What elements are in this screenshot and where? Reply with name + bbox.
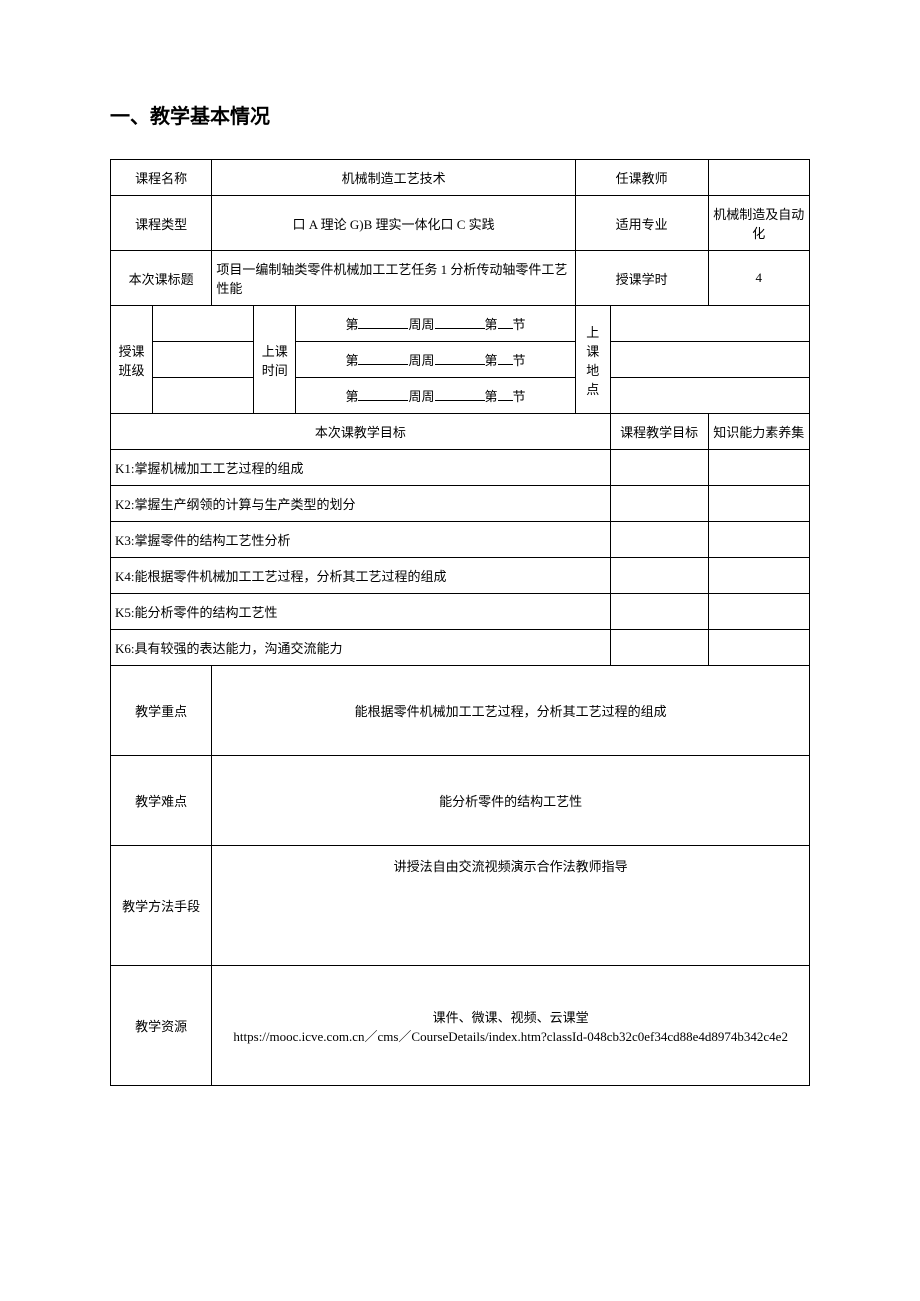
- row-schedule-1: 授课班级 上课时间 第周周第节 上课地点: [111, 306, 810, 342]
- label-key-point: 教学重点: [111, 666, 212, 756]
- label-objectives: 本次课教学目标: [111, 414, 611, 450]
- class-group-3: [152, 378, 253, 414]
- objective-6: K6:具有较强的表达能力，沟通交流能力: [111, 630, 611, 666]
- value-course-name: 机械制造工艺技术: [212, 160, 575, 196]
- objective-3: K3:掌握零件的结构工艺性分析: [111, 522, 611, 558]
- label-major: 适用专业: [575, 196, 708, 251]
- row-obj-6: K6:具有较强的表达能力，沟通交流能力: [111, 630, 810, 666]
- obj5-col2: [708, 594, 809, 630]
- schedule-3: 第周周第节: [296, 378, 576, 414]
- value-major: 机械制造及自动化: [708, 196, 809, 251]
- sched-mid1: 周周: [408, 317, 434, 332]
- label-course-type: 课程类型: [111, 196, 212, 251]
- label-difficult-point: 教学难点: [111, 756, 212, 846]
- sched-mid2: 第: [485, 353, 498, 368]
- label-topic: 本次课标题: [111, 251, 212, 306]
- label-class-time: 上课时间: [254, 306, 296, 414]
- row-schedule-3: 第周周第节: [111, 378, 810, 414]
- sched-mid1: 周周: [408, 389, 434, 404]
- value-methods: 讲授法自由交流视频演示合作法教师指导: [212, 846, 810, 966]
- value-instructor: [708, 160, 809, 196]
- location-2: [610, 342, 809, 378]
- schedule-1: 第周周第节: [296, 306, 576, 342]
- obj6-col1: [610, 630, 708, 666]
- obj5-col1: [610, 594, 708, 630]
- row-course-type: 课程类型 口 A 理论 G)B 理实一体化口 C 实践 适用专业 机械制造及自动…: [111, 196, 810, 251]
- row-difficult-point: 教学难点 能分析零件的结构工艺性: [111, 756, 810, 846]
- obj1-col1: [610, 450, 708, 486]
- sched-prefix: 第: [345, 389, 358, 404]
- resources-line1: 课件、微课、视频、云课堂: [216, 1007, 805, 1026]
- obj2-col1: [610, 486, 708, 522]
- label-methods: 教学方法手段: [111, 846, 212, 966]
- label-instructor: 任课教师: [575, 160, 708, 196]
- schedule-2: 第周周第节: [296, 342, 576, 378]
- obj3-col2: [708, 522, 809, 558]
- sched-prefix: 第: [345, 353, 358, 368]
- row-obj-1: K1:掌握机械加工工艺过程的组成: [111, 450, 810, 486]
- row-course-name: 课程名称 机械制造工艺技术 任课教师: [111, 160, 810, 196]
- sched-mid1: 周周: [408, 353, 434, 368]
- row-obj-2: K2:掌握生产纲领的计算与生产类型的划分: [111, 486, 810, 522]
- label-resources: 教学资源: [111, 966, 212, 1086]
- obj6-col2: [708, 630, 809, 666]
- obj2-col2: [708, 486, 809, 522]
- sched-suffix: 节: [513, 353, 526, 368]
- objective-1: K1:掌握机械加工工艺过程的组成: [111, 450, 611, 486]
- row-objectives-header: 本次课教学目标 课程教学目标 知识能力素养集: [111, 414, 810, 450]
- row-resources: 教学资源 课件、微课、视频、云课堂 https://mooc.icve.com.…: [111, 966, 810, 1086]
- sched-suffix: 节: [513, 317, 526, 332]
- label-hours: 授课学时: [575, 251, 708, 306]
- row-methods: 教学方法手段 讲授法自由交流视频演示合作法教师指导: [111, 846, 810, 966]
- label-competency: 知识能力素养集: [708, 414, 809, 450]
- location-1: [610, 306, 809, 342]
- obj3-col1: [610, 522, 708, 558]
- class-group-1: [152, 306, 253, 342]
- label-curriculum-goal: 课程教学目标: [610, 414, 708, 450]
- value-topic: 项目一编制轴类零件机械加工工艺任务 1 分析传动轴零件工艺性能: [212, 251, 575, 306]
- objective-5: K5:能分析零件的结构工艺性: [111, 594, 611, 630]
- section-heading: 一、教学基本情况: [110, 100, 810, 129]
- value-difficult-point: 能分析零件的结构工艺性: [212, 756, 810, 846]
- resources-line2: https://mooc.icve.com.cn／cms／CourseDetai…: [216, 1026, 805, 1045]
- row-topic: 本次课标题 项目一编制轴类零件机械加工工艺任务 1 分析传动轴零件工艺性能 授课…: [111, 251, 810, 306]
- value-resources: 课件、微课、视频、云课堂 https://mooc.icve.com.cn／cm…: [212, 966, 810, 1086]
- row-schedule-2: 第周周第节: [111, 342, 810, 378]
- location-3: [610, 378, 809, 414]
- value-course-type: 口 A 理论 G)B 理实一体化口 C 实践: [212, 196, 575, 251]
- sched-suffix: 节: [513, 389, 526, 404]
- objective-4: K4:能根据零件机械加工工艺过程，分析其工艺过程的组成: [111, 558, 611, 594]
- objective-2: K2:掌握生产纲领的计算与生产类型的划分: [111, 486, 611, 522]
- sched-mid2: 第: [485, 389, 498, 404]
- obj4-col2: [708, 558, 809, 594]
- row-obj-3: K3:掌握零件的结构工艺性分析: [111, 522, 810, 558]
- row-obj-5: K5:能分析零件的结构工艺性: [111, 594, 810, 630]
- obj4-col1: [610, 558, 708, 594]
- value-hours: 4: [708, 251, 809, 306]
- label-course-name: 课程名称: [111, 160, 212, 196]
- sched-prefix: 第: [345, 317, 358, 332]
- label-location: 上课地点: [575, 306, 610, 414]
- row-obj-4: K4:能根据零件机械加工工艺过程，分析其工艺过程的组成: [111, 558, 810, 594]
- obj1-col2: [708, 450, 809, 486]
- label-class-group: 授课班级: [111, 306, 153, 414]
- row-key-point: 教学重点 能根据零件机械加工工艺过程，分析其工艺过程的组成: [111, 666, 810, 756]
- sched-mid2: 第: [485, 317, 498, 332]
- value-key-point: 能根据零件机械加工工艺过程，分析其工艺过程的组成: [212, 666, 810, 756]
- class-group-2: [152, 342, 253, 378]
- info-table: 课程名称 机械制造工艺技术 任课教师 课程类型 口 A 理论 G)B 理实一体化…: [110, 159, 810, 1086]
